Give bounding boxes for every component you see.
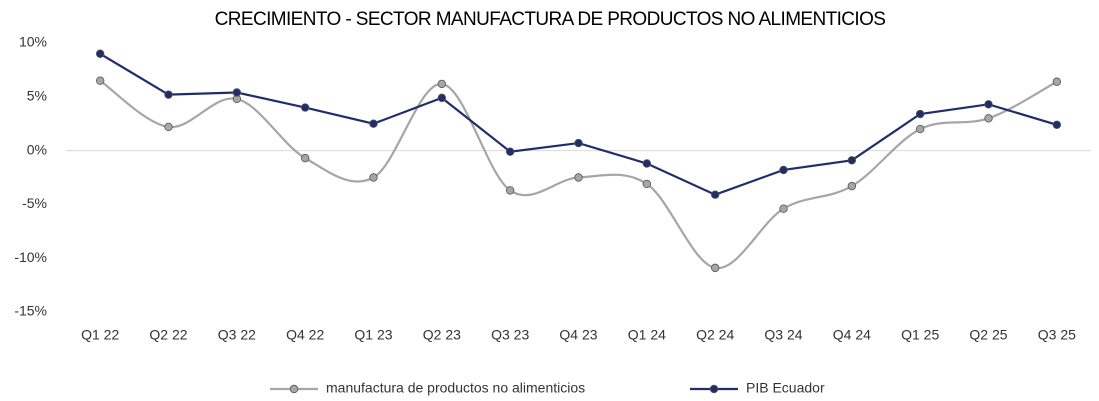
x-tick-label: Q4 23 — [559, 327, 597, 343]
point — [505, 186, 515, 195]
x-tick-label: Q1 25 — [901, 327, 939, 343]
point — [1052, 120, 1062, 129]
point — [300, 153, 310, 163]
point — [437, 79, 447, 89]
point — [505, 147, 515, 156]
x-tick-label: Q3 23 — [491, 327, 529, 343]
x-tick-label: Q4 24 — [833, 327, 871, 343]
point — [915, 109, 925, 119]
x-tick-label: Q1 23 — [354, 327, 392, 343]
point — [1052, 77, 1062, 86]
x-tick-label: Q2 23 — [423, 327, 461, 343]
y-tick-label: -5% — [22, 195, 47, 211]
point — [574, 173, 583, 182]
point — [779, 204, 788, 213]
x-tick-label: Q2 24 — [696, 327, 734, 343]
y-tick-label: -15% — [14, 303, 47, 319]
point — [95, 49, 105, 58]
point — [232, 88, 242, 97]
point — [574, 138, 583, 148]
point — [369, 119, 378, 128]
point — [984, 100, 993, 109]
point — [847, 156, 857, 165]
point — [642, 179, 652, 189]
x-tick-label: Q4 22 — [286, 327, 324, 343]
y-tick-label: 0% — [27, 141, 47, 157]
chart-title: CRECIMIENTO - SECTOR MANUFACTURA DE PROD… — [215, 9, 886, 30]
point — [164, 90, 173, 99]
point — [369, 173, 378, 182]
x-tick-label: Q1 24 — [628, 327, 666, 343]
point — [95, 76, 105, 85]
point — [164, 122, 173, 132]
legend-marker — [289, 384, 299, 394]
series-line — [99, 79, 1058, 269]
x-tick-label: Q1 22 — [81, 327, 119, 343]
point — [915, 124, 925, 134]
x-tick-label: Q3 22 — [218, 327, 256, 343]
x-tick-label: Q2 25 — [969, 327, 1007, 343]
legend-label: PIB Ecuador — [746, 380, 825, 396]
x-tick-label: Q3 25 — [1038, 327, 1076, 343]
x-tick-label: Q2 22 — [149, 327, 187, 343]
point — [710, 263, 720, 273]
point — [847, 181, 857, 191]
point — [642, 159, 652, 168]
point — [710, 190, 720, 199]
y-tick-label: 10% — [19, 34, 47, 50]
legend-marker — [709, 384, 719, 394]
point — [984, 114, 993, 123]
legend-label: manufactura de productos no alimenticios — [326, 380, 585, 396]
point — [437, 93, 447, 103]
point — [779, 165, 788, 175]
y-tick-label: -10% — [14, 249, 47, 265]
y-tick-label: 5% — [27, 88, 47, 104]
point — [300, 103, 310, 112]
x-tick-label: Q3 24 — [764, 327, 802, 343]
